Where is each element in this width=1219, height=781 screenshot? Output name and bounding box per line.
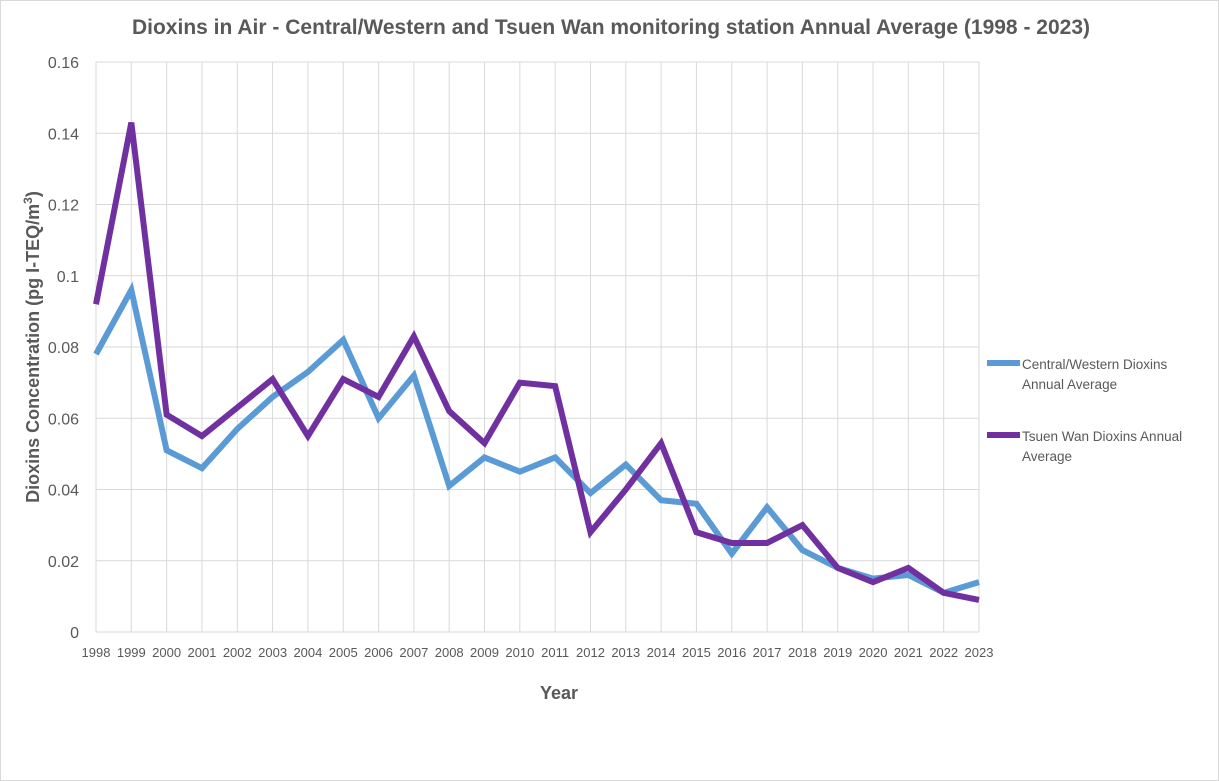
- legend-label: Tsuen Wan Dioxins Annual: [1022, 429, 1182, 444]
- y-tick-label: 0.02: [48, 554, 79, 571]
- x-tick-label: 2008: [435, 645, 464, 660]
- x-axis-ticks: 1998 1999 2000 2001 2002 2003 2004 2005 2006 2007…: [82, 645, 994, 660]
- y-axis-title: Dioxins Concentration (pg I-TEQ/m3): [21, 191, 43, 503]
- series-line-tsuen-wan: [93, 121, 980, 603]
- chart-title: Dioxins in Air - Central/Western and Tsu…: [132, 16, 1090, 39]
- x-tick-label: 2004: [293, 645, 322, 660]
- x-tick-label: 2003: [258, 645, 287, 660]
- x-tick-label: 2019: [823, 645, 852, 660]
- y-tick-label: 0.12: [48, 198, 79, 215]
- x-tick-label: 2018: [788, 645, 817, 660]
- x-tick-label: 2022: [929, 645, 958, 660]
- y-axis-title-main: Dioxins Concentration (pg I-TEQ/m: [23, 204, 43, 503]
- x-tick-label: 1999: [117, 645, 146, 660]
- y-tick-label: 0: [70, 625, 79, 642]
- y-axis-ticks: 0 0.02 0.04 0.06 0.08 0.1 0.12 0.14 0.16: [48, 55, 79, 642]
- y-tick-label: 0.14: [48, 126, 79, 143]
- y-tick-label: 0.08: [48, 340, 79, 357]
- x-tick-label: 2010: [505, 645, 534, 660]
- legend-label: Central/Western Dioxins: [1022, 357, 1168, 372]
- x-tick-label: 1998: [82, 645, 111, 660]
- series-layer: [93, 121, 980, 603]
- x-tick-label: 2015: [682, 645, 711, 660]
- y-tick-label: 0.06: [48, 411, 79, 428]
- x-tick-label: 2016: [717, 645, 746, 660]
- x-tick-label: 2005: [329, 645, 358, 660]
- x-tick-label: 2012: [576, 645, 605, 660]
- legend: Central/Western Dioxins Annual Average Tsu…: [987, 357, 1182, 464]
- y-tick-label: 0.04: [48, 483, 79, 500]
- x-tick-label: 2013: [611, 645, 640, 660]
- x-tick-label: 2009: [470, 645, 499, 660]
- series-line-central-western: [93, 281, 980, 597]
- y-tick-label: 0.1: [57, 269, 79, 286]
- x-tick-label: 2006: [364, 645, 393, 660]
- x-axis-title: Year: [540, 683, 578, 703]
- x-tick-label: 2000: [152, 645, 181, 660]
- x-tick-label: 2001: [187, 645, 216, 660]
- legend-label: Annual Average: [1022, 377, 1117, 392]
- x-tick-label: 2014: [647, 645, 676, 660]
- y-tick-label: 0.16: [48, 55, 79, 72]
- y-axis-title-close: ): [23, 191, 43, 197]
- grid-layer: [95, 61, 980, 633]
- x-tick-label: 2021: [894, 645, 923, 660]
- x-tick-label: 2011: [541, 645, 569, 660]
- x-tick-label: 2007: [399, 645, 428, 660]
- x-tick-label: 2002: [223, 645, 252, 660]
- x-tick-label: 2023: [965, 645, 994, 660]
- x-tick-label: 2017: [753, 645, 782, 660]
- y-axis-title-superscript: 3: [21, 197, 35, 204]
- legend-label: Average: [1022, 449, 1072, 464]
- x-tick-label: 2020: [859, 645, 888, 660]
